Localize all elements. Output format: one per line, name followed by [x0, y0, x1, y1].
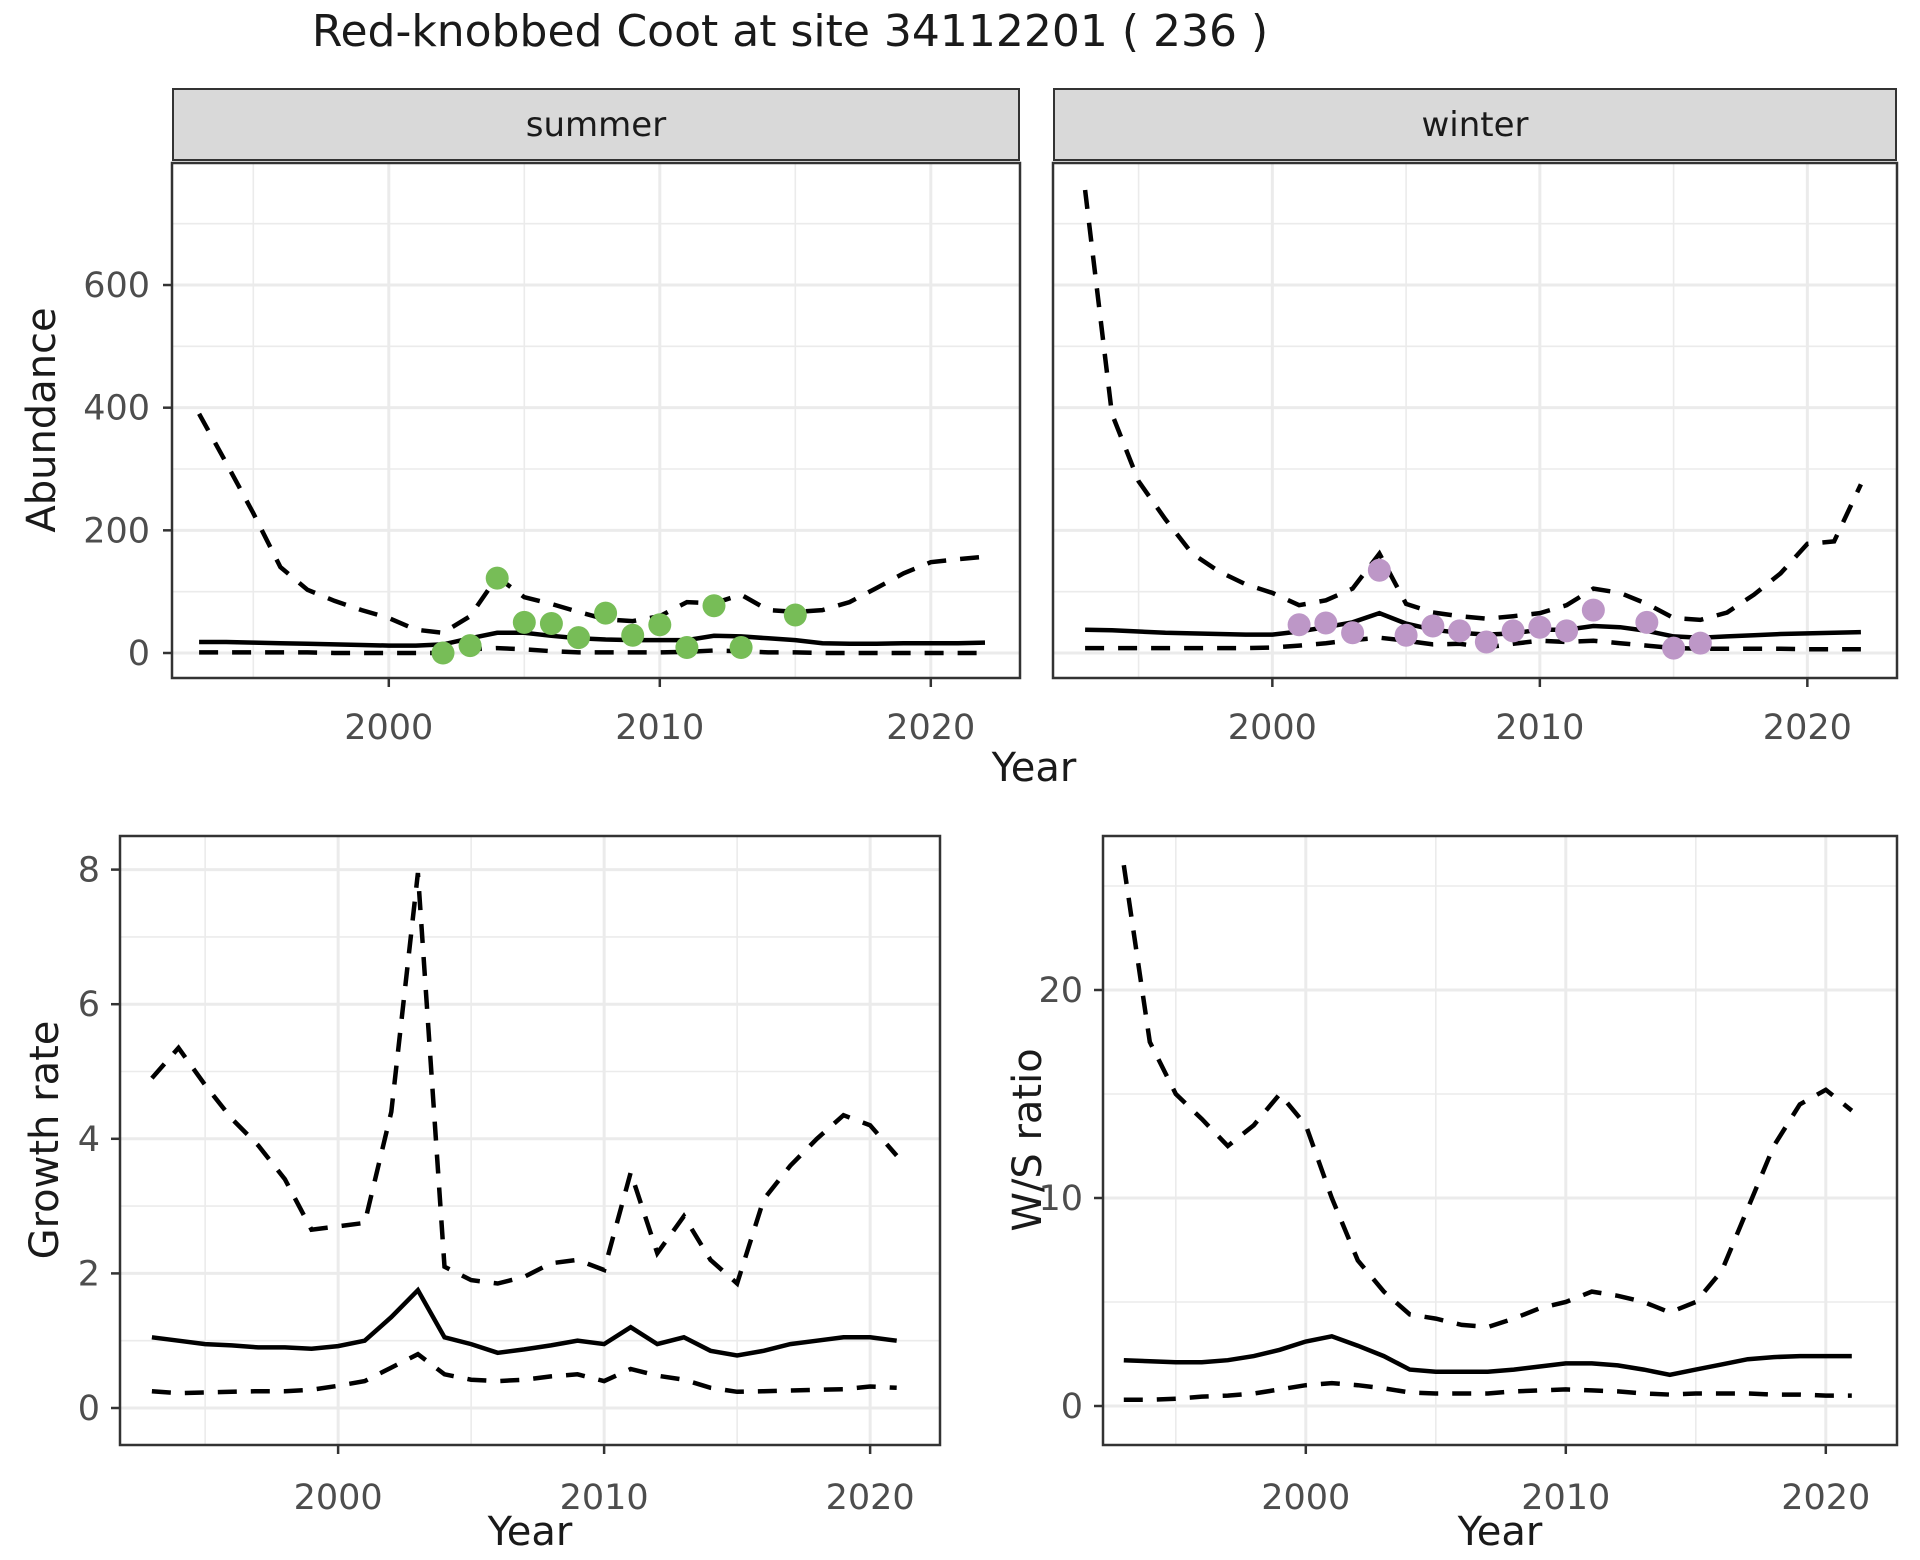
y-tick-label: 600 — [83, 266, 150, 306]
data-point — [512, 610, 536, 634]
data-point — [1581, 598, 1605, 622]
y-tick-label: 400 — [83, 389, 150, 429]
panel-background — [1103, 836, 1897, 1445]
data-point — [1448, 619, 1472, 643]
axis-ws-ratio: 2000 2010 2020 0 10 20 — [1038, 971, 1870, 1518]
data-point — [1287, 613, 1311, 637]
year-axis-title-bottom-right: Year — [1457, 1509, 1543, 1555]
facet-strip-winter-label: winter — [1421, 104, 1529, 145]
facet-strip-summer-label: summer — [525, 104, 667, 145]
x-tick-label: 2000 — [1261, 1478, 1350, 1518]
data-point — [567, 626, 590, 650]
data-point — [621, 623, 645, 647]
data-point — [594, 601, 618, 625]
data-point — [702, 594, 726, 618]
panel-border — [170, 161, 1022, 680]
data-point — [1635, 610, 1659, 634]
facet-strip-winter: winter — [1053, 88, 1897, 161]
y-tick-label: 4 — [78, 1120, 100, 1160]
y-tick-label: 8 — [78, 851, 100, 891]
data-point — [431, 641, 455, 665]
data-point — [1688, 631, 1712, 655]
series-median — [1123, 1333, 1852, 1378]
year-axis-title-top: Year — [991, 745, 1077, 791]
y-tick-label: 20 — [1038, 971, 1083, 1011]
data-point — [1394, 623, 1418, 647]
data-point — [729, 635, 753, 659]
data-point — [1421, 614, 1445, 638]
data-point — [458, 634, 482, 658]
data-point — [675, 635, 699, 659]
x-tick-label: 2010 — [615, 708, 704, 748]
panel-abundance-winter: 2000 2010 2020 — [1051, 161, 1899, 748]
data-point — [1501, 619, 1525, 643]
panel-background — [172, 163, 1020, 678]
data-point — [648, 613, 672, 637]
axis-abundance-summer: 2000 2010 2020 0 200 400 600 — [83, 266, 975, 748]
facet-strip-summer: summer — [172, 88, 1020, 161]
panel-growth-rate: 2000 2010 2020 0 2 4 6 8 — [78, 834, 942, 1518]
panel-border — [1051, 161, 1899, 680]
series-median — [1085, 610, 1861, 640]
growth-rate-axis-title: Growth rate — [22, 1020, 68, 1260]
data-point — [1662, 636, 1686, 660]
year-axis-title-bottom-left: Year — [487, 1509, 573, 1555]
panel-background — [1053, 163, 1897, 678]
x-tick-label: 2020 — [1763, 708, 1852, 748]
abundance-axis-title: Abundance — [19, 307, 65, 533]
panel-abundance-summer: 2000 2010 2020 0 200 400 600 — [83, 161, 1022, 748]
data-point — [783, 603, 807, 627]
series-median — [151, 1286, 897, 1358]
series-upper_ci — [1121, 864, 1854, 1330]
gridlines — [1103, 836, 1897, 1445]
panel-border — [118, 834, 942, 1447]
y-tick-label: 6 — [78, 985, 100, 1025]
x-tick-label: 2010 — [1495, 708, 1584, 748]
data-point — [485, 566, 509, 590]
y-tick-label: 200 — [83, 511, 150, 551]
x-tick-label: 2000 — [1228, 708, 1317, 748]
data-point — [1474, 630, 1498, 654]
axis-growth-rate: 2000 2010 2020 0 2 4 6 8 — [78, 851, 915, 1518]
y-tick-label: 0 — [78, 1389, 100, 1429]
figure-title: Red-knobbed Coot at site 34112201 ( 236 … — [311, 6, 1269, 57]
x-tick-label: 2000 — [294, 1478, 383, 1518]
series-lower_ci — [151, 1351, 897, 1396]
series-lower_ci — [1123, 1380, 1852, 1403]
data-point — [1367, 558, 1391, 582]
data-point — [1314, 611, 1338, 635]
x-tick-label: 2010 — [1521, 1478, 1610, 1518]
y-tick-label: 2 — [78, 1254, 100, 1294]
data-point — [539, 612, 563, 636]
series-median — [199, 630, 986, 648]
data-point — [1528, 615, 1552, 639]
panel-border — [1101, 834, 1899, 1447]
series-upper_ci — [150, 872, 899, 1288]
data-point — [1555, 619, 1579, 643]
x-tick-label: 2010 — [560, 1478, 649, 1518]
x-tick-label: 2020 — [826, 1478, 915, 1518]
y-tick-label: 0 — [1061, 1387, 1083, 1427]
ws-ratio-axis-title: W/S ratio — [1005, 1048, 1051, 1232]
x-tick-label: 2020 — [886, 708, 975, 748]
data-point — [1341, 621, 1365, 645]
axis-abundance-winter: 2000 2010 2020 — [1228, 678, 1852, 748]
series-observed_counts — [431, 566, 807, 665]
x-tick-label: 2000 — [344, 708, 433, 748]
x-tick-label: 2020 — [1781, 1478, 1870, 1518]
series-upper_ci — [197, 412, 986, 636]
panel-ws-ratio: 2000 2010 2020 0 10 20 — [1038, 834, 1899, 1518]
series-upper_ci — [1082, 189, 1863, 623]
y-tick-label: 10 — [1038, 1179, 1083, 1219]
y-tick-label: 0 — [128, 634, 150, 674]
series-observed_counts — [1287, 558, 1712, 660]
